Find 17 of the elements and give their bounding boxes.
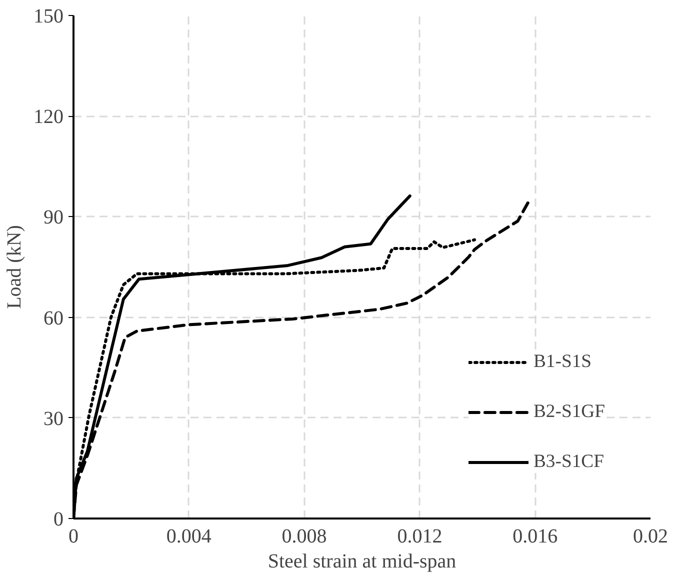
x-tick-label: 0.016 xyxy=(512,526,558,548)
legend-label: B3-S1CF xyxy=(533,451,604,473)
x-tick-label: 0.02 xyxy=(633,526,668,548)
y-tick-label: 60 xyxy=(44,307,64,330)
y-tick-label: 0 xyxy=(54,508,64,530)
legend-label: B2-S1GF xyxy=(533,401,605,423)
y-tick-label: 150 xyxy=(34,6,64,28)
x-tick-label: 0.012 xyxy=(397,526,442,548)
y-tick-label: 30 xyxy=(44,408,64,430)
x-tick-label: 0 xyxy=(68,526,78,548)
y-axis-title: Load (kN) xyxy=(4,225,26,309)
legend-label: B1-S1S xyxy=(533,351,592,373)
y-tick-label: 120 xyxy=(34,106,64,128)
x-tick-label: 0.008 xyxy=(282,526,327,548)
y-tick-label: 90 xyxy=(44,206,64,229)
x-axis-title: Steel strain at mid-span xyxy=(268,550,456,572)
x-tick-label: 0.004 xyxy=(166,526,212,548)
